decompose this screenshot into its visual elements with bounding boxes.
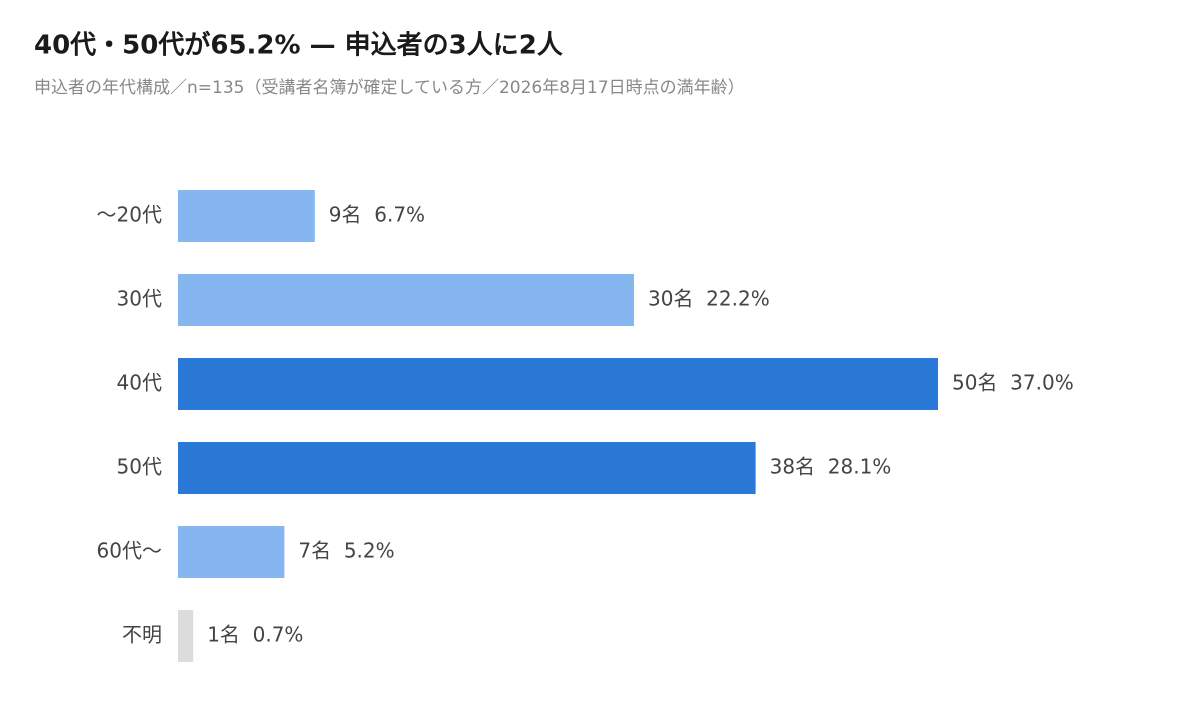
bar	[178, 610, 194, 662]
bar	[178, 190, 315, 242]
value-label: 50名 37.0%	[952, 371, 1074, 395]
bar	[178, 526, 285, 578]
y-tick-label: 50代	[117, 455, 162, 479]
chart-subtitle: 申込者の年代構成／n=135（受講者名簿が確定している方／2026年8月17日時…	[34, 78, 745, 98]
y-tick-label: 不明	[122, 623, 162, 647]
y-tick-label: 60代〜	[97, 539, 162, 563]
y-tick-label: 40代	[117, 371, 162, 395]
value-label: 7名 5.2%	[298, 539, 394, 563]
bar	[178, 442, 756, 494]
chart-title: 40代・50代が65.2% — 申込者の3人に2人	[34, 30, 563, 61]
value-label: 1名 0.7%	[207, 623, 303, 647]
value-label: 38名 28.1%	[770, 455, 892, 479]
value-label: 30名 22.2%	[648, 287, 770, 311]
bar	[178, 358, 938, 410]
y-tick-label: 〜20代	[97, 203, 162, 227]
value-label: 9名 6.7%	[329, 203, 425, 227]
bar	[178, 274, 634, 326]
y-tick-label: 30代	[117, 287, 162, 311]
